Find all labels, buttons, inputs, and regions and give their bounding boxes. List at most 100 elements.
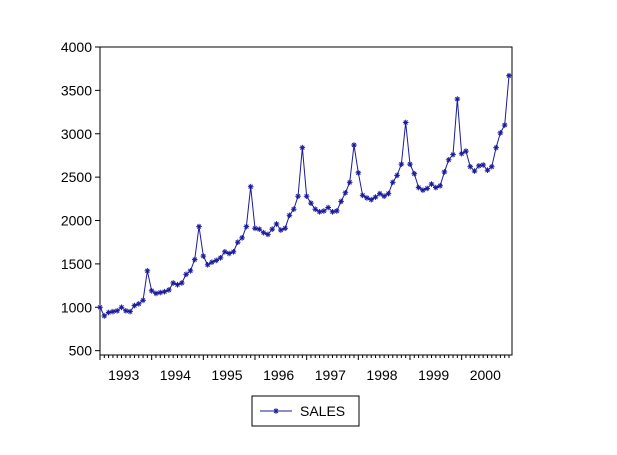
data-point bbox=[338, 198, 344, 205]
data-point bbox=[501, 122, 508, 128]
data-point bbox=[230, 248, 237, 255]
data-point bbox=[123, 307, 129, 314]
data-point bbox=[269, 226, 276, 232]
data-point bbox=[183, 271, 189, 278]
data-point bbox=[364, 195, 370, 201]
data-point bbox=[389, 179, 396, 186]
data-point bbox=[234, 239, 241, 246]
data-point bbox=[433, 184, 439, 191]
data-point bbox=[101, 313, 108, 319]
data-point bbox=[286, 212, 293, 219]
data-point bbox=[312, 206, 319, 213]
data-point bbox=[295, 193, 301, 200]
data-point bbox=[454, 96, 461, 102]
x-tick-label: 1995 bbox=[211, 367, 242, 383]
data-point bbox=[402, 119, 409, 126]
data-point bbox=[398, 161, 405, 167]
data-point bbox=[226, 250, 232, 257]
data-point bbox=[415, 184, 422, 191]
data-point bbox=[170, 280, 176, 286]
y-tick-label: 500 bbox=[69, 343, 93, 359]
y-tick-label: 3500 bbox=[61, 82, 92, 98]
data-point bbox=[278, 227, 284, 233]
data-point bbox=[105, 309, 112, 316]
legend: SALES bbox=[251, 395, 360, 427]
data-point bbox=[161, 288, 168, 295]
data-point bbox=[476, 163, 482, 169]
legend-box bbox=[251, 395, 360, 427]
data-point bbox=[411, 170, 418, 177]
data-point bbox=[243, 223, 250, 230]
data-point bbox=[97, 304, 103, 311]
data-point bbox=[157, 289, 164, 296]
data-point bbox=[359, 192, 366, 199]
data-point bbox=[131, 302, 138, 309]
data-point bbox=[290, 206, 297, 213]
data-point bbox=[135, 301, 142, 307]
data-point bbox=[265, 231, 271, 238]
data-point bbox=[299, 144, 306, 151]
data-point bbox=[114, 307, 121, 314]
data-point bbox=[191, 256, 198, 263]
legend-marker bbox=[273, 408, 279, 414]
data-point bbox=[174, 281, 181, 288]
data-point bbox=[458, 150, 465, 157]
y-tick-label: 2500 bbox=[61, 169, 92, 185]
data-point bbox=[200, 253, 207, 259]
data-point bbox=[372, 194, 379, 200]
data-point bbox=[247, 183, 254, 190]
x-axis: 1993 1994 1995 1996 1997 1998 1999 2000 bbox=[99, 355, 510, 383]
data-point bbox=[463, 148, 469, 154]
data-point bbox=[325, 204, 331, 211]
data-point bbox=[321, 208, 327, 214]
data-point bbox=[140, 297, 146, 304]
data-point bbox=[480, 162, 486, 168]
data-point bbox=[213, 257, 220, 264]
data-point bbox=[450, 151, 456, 158]
data-point bbox=[260, 229, 267, 236]
data-point bbox=[209, 259, 215, 265]
data-point bbox=[346, 179, 353, 186]
y-tick-label: 2000 bbox=[61, 213, 92, 229]
data-point bbox=[333, 208, 340, 214]
data-point bbox=[488, 163, 495, 170]
data-point bbox=[471, 168, 478, 174]
legend-line-sample bbox=[260, 408, 292, 414]
x-tick-label: 1993 bbox=[108, 367, 139, 383]
data-point bbox=[428, 181, 435, 187]
data-point bbox=[273, 221, 280, 227]
data-point bbox=[445, 156, 452, 163]
data-point bbox=[381, 193, 387, 200]
data-point bbox=[166, 287, 172, 293]
data-point bbox=[385, 190, 392, 197]
x-tick-label: 1998 bbox=[366, 367, 397, 383]
data-point bbox=[355, 170, 362, 176]
y-tick-label: 1000 bbox=[61, 299, 92, 315]
data-point bbox=[217, 255, 224, 261]
legend-label-sales: SALES bbox=[300, 403, 345, 419]
data-point bbox=[316, 209, 323, 215]
data-point bbox=[329, 209, 336, 215]
data-point bbox=[110, 308, 116, 315]
data-point bbox=[153, 290, 159, 297]
data-point bbox=[282, 225, 288, 232]
data-point bbox=[127, 308, 133, 315]
data-point bbox=[256, 226, 263, 232]
data-point bbox=[424, 185, 430, 192]
y-tick-label: 1500 bbox=[61, 256, 92, 272]
data-point bbox=[497, 130, 504, 136]
data-point bbox=[187, 268, 194, 274]
data-point bbox=[144, 268, 151, 274]
data-point bbox=[252, 225, 258, 232]
data-point bbox=[368, 196, 375, 203]
x-tick-label: 1997 bbox=[315, 367, 346, 383]
plot-frame bbox=[99, 46, 513, 356]
data-point bbox=[484, 167, 491, 173]
y-tick-label: 4000 bbox=[61, 39, 92, 55]
x-tick-label: 1996 bbox=[263, 367, 294, 383]
data-point bbox=[239, 235, 245, 241]
x-tick-label: 1994 bbox=[160, 367, 191, 383]
series-layer bbox=[97, 72, 512, 319]
data-point bbox=[377, 190, 383, 197]
